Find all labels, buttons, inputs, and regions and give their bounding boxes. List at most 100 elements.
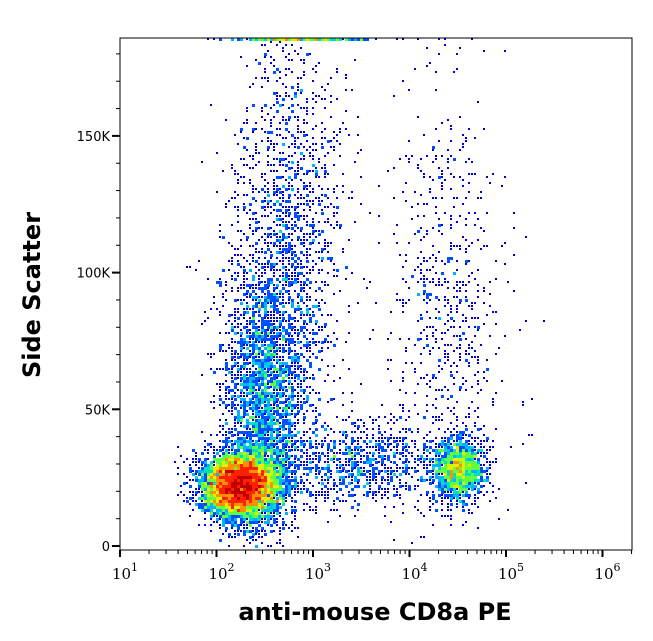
event-bin	[270, 257, 272, 259]
event-bin	[477, 467, 480, 470]
event-bin	[270, 296, 273, 299]
event-bin	[444, 491, 446, 493]
event-bin	[315, 446, 318, 449]
event-bin	[330, 473, 332, 475]
event-bin	[243, 317, 245, 319]
event-bin	[429, 476, 432, 479]
event-bin	[396, 437, 398, 439]
event-bin	[366, 446, 368, 448]
event-bin	[249, 368, 251, 370]
event-bin	[354, 449, 356, 451]
event-bin	[366, 458, 369, 461]
event-bin	[267, 353, 270, 356]
event-bin	[306, 233, 308, 235]
event-bin	[231, 452, 234, 455]
event-bin	[204, 509, 207, 512]
event-bin	[306, 200, 308, 202]
event-bin	[456, 305, 458, 307]
event-bin	[306, 350, 308, 352]
event-bin	[447, 467, 450, 470]
event-bin	[201, 491, 203, 493]
event-bin	[318, 443, 320, 445]
event-bin	[303, 302, 305, 304]
event-bin	[279, 356, 281, 358]
event-bin	[402, 470, 405, 473]
event-bin	[258, 386, 261, 389]
event-bin	[495, 260, 497, 262]
event-bin	[432, 458, 434, 460]
event-bin	[366, 287, 368, 289]
event-bin	[309, 170, 311, 172]
event-bin	[300, 239, 302, 241]
event-bin	[246, 422, 249, 425]
event-bin	[261, 344, 264, 347]
event-bin	[489, 182, 491, 184]
event-bin	[273, 179, 275, 181]
event-bin	[327, 347, 329, 349]
event-bin	[336, 467, 338, 469]
event-bin	[264, 119, 266, 121]
event-bin	[459, 485, 462, 488]
event-bin	[486, 314, 488, 316]
event-bin	[474, 410, 476, 412]
event-bin	[282, 446, 285, 449]
event-bin	[477, 239, 479, 241]
event-bin	[435, 470, 438, 473]
event-bin	[471, 242, 473, 244]
event-bin	[210, 497, 213, 500]
event-bin	[462, 473, 465, 476]
event-bin	[255, 425, 258, 428]
event-bin	[210, 308, 212, 310]
event-bin	[273, 404, 275, 406]
event-bin	[222, 350, 224, 352]
event-bin	[390, 332, 392, 334]
event-bin	[438, 482, 441, 485]
event-bin	[264, 272, 266, 274]
event-bin	[288, 326, 291, 329]
event-bin	[225, 458, 228, 461]
event-bin	[288, 485, 291, 488]
event-bin	[222, 500, 225, 503]
event-bin	[333, 458, 335, 460]
event-bin	[258, 320, 260, 322]
event-bin	[267, 512, 270, 515]
event-bin	[306, 458, 308, 460]
event-bin	[321, 446, 323, 448]
event-bin	[258, 500, 261, 503]
event-bin	[438, 281, 440, 283]
event-bin	[225, 506, 228, 509]
event-bin	[330, 38, 333, 41]
event-bin	[276, 44, 278, 46]
event-bin	[306, 110, 308, 112]
event-bin	[249, 218, 251, 220]
event-bin	[273, 233, 276, 236]
event-bin	[294, 290, 296, 292]
event-bin	[450, 173, 452, 175]
event-bin	[276, 353, 278, 355]
event-bin	[321, 188, 323, 190]
event-bin	[270, 461, 273, 464]
event-bin	[252, 467, 255, 470]
event-bin	[252, 449, 255, 452]
event-bin	[204, 467, 207, 470]
event-bin	[228, 371, 231, 374]
event-bin	[273, 269, 275, 271]
event-bin	[450, 125, 452, 127]
event-bin	[447, 161, 449, 163]
event-bin	[450, 311, 452, 313]
event-bin	[249, 317, 251, 319]
event-bin	[240, 314, 242, 316]
event-bin	[246, 374, 248, 376]
event-bin	[468, 182, 470, 184]
event-bin	[237, 500, 240, 503]
event-bin	[201, 497, 204, 500]
event-bin	[279, 482, 282, 485]
event-bin	[237, 509, 240, 512]
event-bin	[264, 467, 267, 470]
event-bin	[258, 227, 260, 229]
event-bin	[333, 380, 335, 382]
event-bin	[351, 431, 353, 433]
event-bin	[261, 335, 264, 338]
event-bin	[210, 512, 213, 515]
event-bin	[252, 497, 255, 500]
